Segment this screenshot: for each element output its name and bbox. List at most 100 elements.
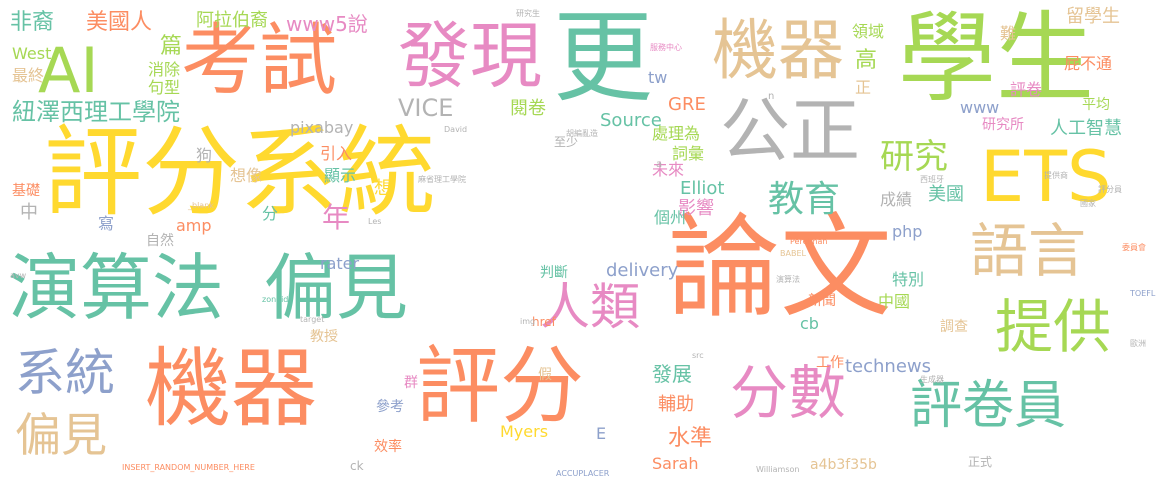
word-cloud-term: ck [350,459,364,473]
word-cloud-term: Myers [500,422,549,441]
word-cloud-term: 未來 [652,160,685,179]
word-cloud-term: 歐洲 [1130,339,1146,348]
word-cloud-term: 消除 [148,60,181,79]
word-cloud-term: 語言 [970,217,1087,285]
word-cloud-term: 偏見 [15,408,107,462]
word-cloud-term: 寫 [98,214,115,233]
word-cloud-term: 提供 [995,293,1112,361]
word-cloud-term: 紐澤西理工學院 [12,98,180,126]
word-cloud-term: 教授 [310,329,338,345]
word-cloud-term: 想像 [230,166,263,185]
word-cloud-term: www5說 [286,12,368,36]
word-cloud-term: 顯示 [324,166,357,185]
word-cloud-term: 正式 [968,455,993,469]
word-cloud-term: 阿拉伯裔 [196,10,268,31]
word-cloud-term: 發現 [398,14,543,98]
word-cloud-term: 分數 [730,359,847,427]
word-cloud-term: Source [600,110,662,131]
word-cloud-term: php [892,222,923,241]
word-cloud-term: 參考 [376,399,404,415]
word-cloud-term: 評分 [416,337,585,435]
word-cloud-term: E [596,424,607,443]
word-cloud-term: 影響 [678,198,714,219]
word-cloud-term: img [520,317,536,326]
word-cloud-term: a4b3f35b [810,457,877,473]
word-cloud-term: Les [368,217,382,226]
word-cloud-term: zoneid [262,295,289,304]
word-cloud-term: a [656,159,663,170]
word-cloud-term: avw [10,271,27,280]
word-cloud-term: 引入 [320,144,353,163]
word-cloud-term: 最終 [12,66,45,85]
word-cloud-term: 篇 [160,34,183,59]
word-cloud-term: 評卷員 [910,376,1067,436]
word-cloud-term: 西班牙 [920,175,944,184]
word-cloud-term: 學生 [898,2,1095,116]
word-cloud-term: 提供商 [1044,171,1068,180]
word-cloud-term: rater [320,254,360,273]
word-cloud-term: Elliot [680,178,725,199]
word-cloud-term: Williamson [756,465,800,474]
word-cloud-term: 演算法 [776,275,800,284]
word-cloud-term: _blank [188,201,214,210]
word-cloud-term: 領域 [852,22,885,41]
word-cloud-term: 難 [1000,24,1017,43]
word-cloud-term: 判斷 [540,265,568,281]
word-cloud-term: ETS [980,136,1112,218]
word-cloud-term: 評分員 [1098,185,1122,194]
word-cloud-term: 平均 [1082,97,1110,113]
word-cloud-term: 至少 [554,135,579,149]
word-cloud-term: 正 [855,78,872,97]
word-cloud-term: 成績 [880,190,913,209]
word-cloud-term: BABEL [780,249,806,258]
word-cloud-term: 新聞 [808,293,836,309]
word-cloud-term: TOEFL [1130,289,1156,298]
word-cloud-term: 評分系統 [44,116,437,230]
word-cloud-term: 閱卷 [510,98,546,119]
word-cloud-term: 更 [553,0,653,116]
word-cloud-term: 自然 [146,233,174,249]
word-cloud-term: www [960,98,1000,117]
word-cloud-term: 基礎 [12,183,40,199]
word-cloud-term: 中 [20,202,38,223]
word-cloud-term: 高 [855,48,878,73]
word-cloud-term: tw [648,68,668,87]
word-cloud-term: cb [800,314,819,333]
word-cloud-term: href [532,315,556,329]
word-cloud-term: Sarah [652,454,699,473]
word-cloud-term: 人工智慧 [1050,118,1122,139]
word-cloud-term: 中國 [878,292,911,311]
word-cloud-term: 研究 [880,137,948,177]
word-cloud-term: 人類 [540,278,640,336]
word-cloud-term: 屁不通 [1064,54,1113,73]
word-cloud-term: src [692,351,704,360]
word-cloud-term: David [444,125,468,134]
word-cloud-term: 系統 [15,344,115,402]
word-cloud-term: pixabay [290,118,354,137]
word-cloud-term: GRE [668,94,706,115]
word-cloud-term: 美國人 [86,10,153,35]
word-cloud-term: technews [845,356,932,377]
word-cloud-term: 國家 [1080,199,1096,208]
word-cloud-term: 群 [404,375,418,391]
word-cloud-term: 機器 [712,12,844,89]
word-cloud-term: 詞彙 [672,144,705,163]
word-cloud-term: 分 [262,204,279,223]
word-cloud-term: Perelman [790,237,828,246]
word-cloud-term: 句型 [148,78,181,97]
word-cloud-term: 生成器 [920,375,944,384]
word-cloud-term: 年 [322,201,351,234]
word-cloud-term: 機器 [145,339,317,439]
word-cloud-term: 評卷 [1010,80,1043,99]
word-cloud-term: 美國 [928,184,964,205]
word-cloud-term: 效率 [374,439,402,455]
word-cloud-term: 胡編亂造 [566,129,598,138]
word-cloud-term: 發展 [652,362,692,386]
word-cloud-term: 處理為 [652,124,701,143]
word-cloud-term: West [12,44,52,63]
word-cloud-term: 留學生 [1066,6,1120,27]
word-cloud-term: VICE [398,94,454,122]
word-cloud-term: 想 [374,178,392,199]
word-cloud-term: target [300,315,325,324]
